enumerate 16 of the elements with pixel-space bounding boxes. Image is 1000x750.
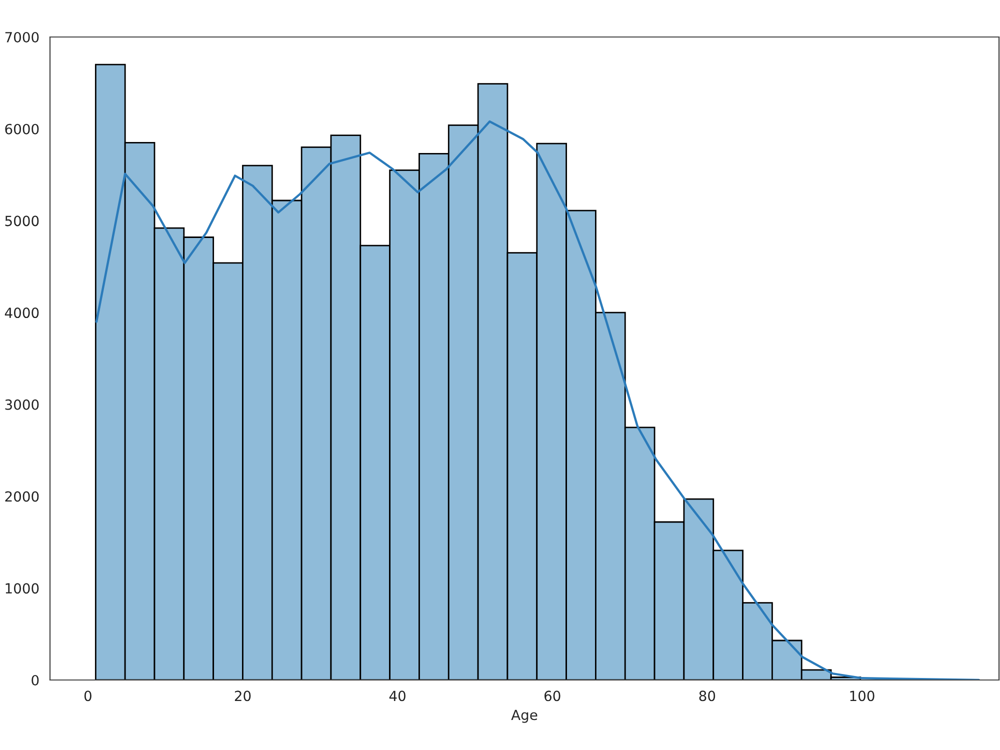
y-tick-label: 3000	[5, 399, 39, 410]
y-tick-label: 6000	[5, 124, 39, 134]
y-tick-label: 7000	[5, 32, 39, 42]
y-tick-label: 4000	[4, 308, 39, 318]
x-axis-title: Age	[511, 710, 538, 723]
x-tick-label: 100	[850, 690, 874, 702]
x-tick-label: 40	[389, 690, 406, 702]
y-tick-label: 5000	[5, 216, 39, 226]
x-tick-label: 0	[84, 690, 92, 702]
y-tick-label: 1000	[6, 583, 39, 594]
x-tick-label: 20	[234, 690, 251, 702]
x-tick-label: 80	[699, 690, 716, 702]
line-series	[95, 120, 980, 680]
y-tick-label: 2000	[5, 491, 39, 502]
y-tick-label: 0	[32, 674, 39, 686]
x-tick-label: 60	[544, 690, 560, 702]
